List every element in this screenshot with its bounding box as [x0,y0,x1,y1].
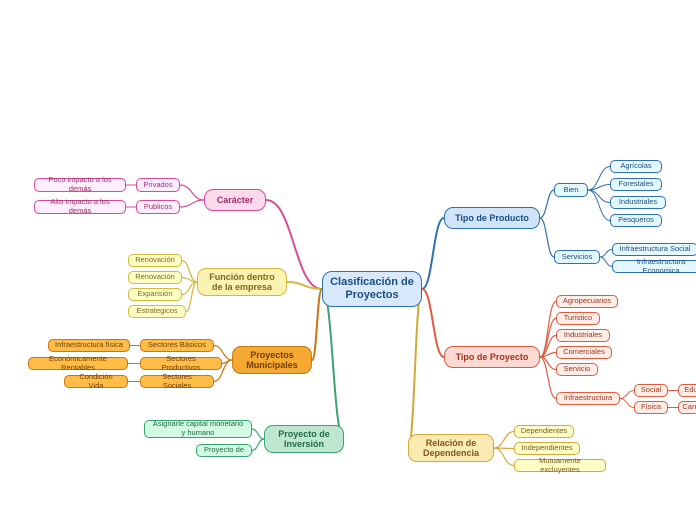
node: Tipo de Proyecto [444,346,540,368]
node: Forestales [610,178,662,191]
node: Mutuamente excluyentes [514,459,606,472]
node: Privados [136,178,180,192]
node: Sectores Básicos [140,339,214,352]
node: Carácter [204,189,266,211]
node: Industriales [556,329,610,342]
node: Sectores Sociales [140,375,214,388]
node: Relación de Dependencia [408,434,494,462]
node: Tipo de Producto [444,207,540,229]
node: Condición Vida [64,375,128,388]
node: Infraestructura Economica [612,260,696,273]
node: Estrategicos [128,305,186,318]
node: Proyecto de [196,444,252,457]
node: Independientes [514,442,580,455]
node: Industriales [610,196,666,209]
node: Servicio [556,363,598,376]
node: Renovación [128,254,182,267]
node: Clasificación de Proyectos [322,271,422,307]
node: Turístico [556,312,600,325]
node: Dependientes [514,425,574,438]
node: Asignarle capital monetario y humano [144,420,252,438]
node: Poco impacto a los demás [34,178,126,192]
node: Agrícolas [610,160,662,173]
node: Infraestructura física [48,339,130,352]
node: Social [634,384,668,397]
node: Infraestructura [556,392,620,405]
node: Educa... [678,384,696,397]
node: Física [634,401,668,414]
node: Alto impacto a los demás [34,200,126,214]
node: Agropecuarios [556,295,618,308]
node: Sectores Productivos [140,357,222,370]
mindmap-stage: Clasificación de Proyectos Carácter Privad… [0,0,696,520]
node: Renovación [128,271,182,284]
node: Proyectos Municipales [232,346,312,374]
node: Función dentro de la empresa [197,268,287,296]
node: Económicamente Rentables [28,357,128,370]
node: Infraestructura Social [612,243,696,256]
node: Carrete... [678,401,696,414]
node: Publicos [136,200,180,214]
node: Proyecto de Inversión [264,425,344,453]
node: Comerciales [556,346,612,359]
node: Servicios [554,250,600,264]
node: Bien [554,183,588,197]
node: Pesqueros [610,214,662,227]
node: Expansión [128,288,182,301]
